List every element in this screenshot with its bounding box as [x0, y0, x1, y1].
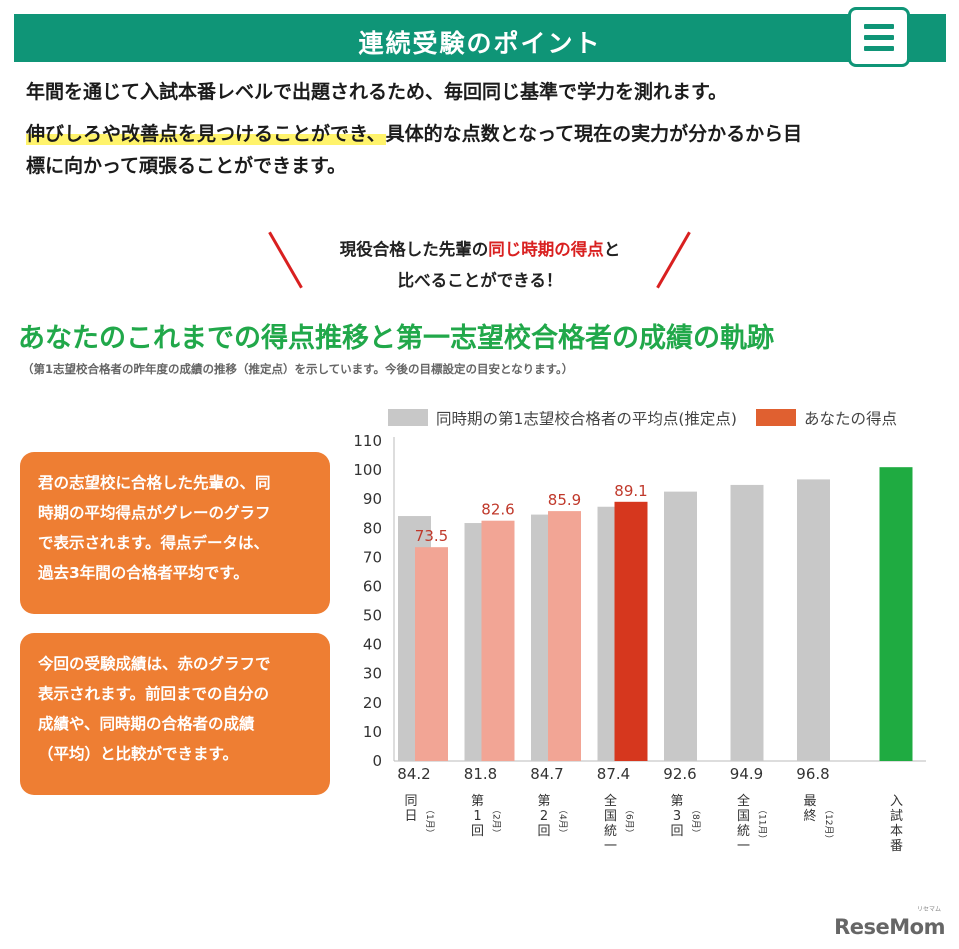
bar-your-score — [548, 511, 581, 761]
left-slash-decoration — [268, 231, 303, 289]
x-category-label: 最 — [803, 794, 816, 809]
bar-passers-average — [664, 491, 697, 761]
box-1-line: 時期の平均得点がグレーのグラフ — [38, 504, 271, 522]
intro-line-2: 伸びしろや改善点を見つけることができ、具体的な点数となって現在の実力が分かるから… — [26, 118, 802, 150]
x-category-label: 本 — [890, 824, 903, 839]
score-chart: 同時期の第1志望校合格者の平均点(推定点) あなたの得点 0 10 20 30 40 50 60… — [353, 409, 926, 854]
x-category-label: 全 — [737, 793, 750, 809]
bar-value-label-average: 87.4 — [597, 765, 630, 783]
y-tick-label: 100 — [353, 461, 382, 479]
bar-value-label-average: 96.8 — [796, 765, 829, 783]
x-category-label: 1 — [473, 809, 481, 824]
box-1-line: 過去3年間の合格者平均です。 — [38, 564, 249, 582]
x-category-label: 一 — [737, 839, 750, 854]
x-category-label: 一 — [604, 839, 617, 854]
x-category-label: 番 — [890, 839, 903, 854]
box-2-line: （平均）と比較ができます。 — [38, 745, 238, 763]
header-title: 連続受験のポイント — [358, 29, 602, 58]
bar-value-label-score: 85.9 — [548, 491, 581, 509]
x-category-label: 統 — [737, 824, 750, 839]
x-category-label: 回 — [471, 824, 484, 839]
box-2-line: 表示されます。前回までの自分の — [38, 685, 269, 703]
bar-value-label-score: 73.5 — [415, 527, 448, 545]
x-category-label: 2 — [540, 809, 548, 824]
x-category-label: 統 — [604, 824, 617, 839]
box-1-line: で表示されます。得点データは、 — [38, 534, 269, 552]
x-category-sublabel: （8月） — [690, 805, 701, 838]
x-category-label: 試 — [890, 808, 903, 824]
x-category-sublabel: （1月） — [424, 805, 435, 838]
bar-passers-average — [797, 479, 830, 761]
x-category-label: 第 — [537, 794, 550, 809]
bar-value-label-score: 89.1 — [614, 482, 647, 500]
bar-value-label-average: 81.8 — [464, 765, 497, 783]
explanation-box-gray-bars: 君の志望校に合格した先輩の、同 時期の平均得点がグレーのグラフ で表示されます。… — [20, 452, 330, 614]
y-tick-label: 30 — [363, 665, 382, 683]
x-category-sublabel: （2月） — [491, 805, 502, 838]
x-category-label: 国 — [604, 809, 617, 824]
menu-button[interactable] — [848, 7, 910, 67]
intro-highlight: 伸びしろや改善点を見つけることができ、 — [26, 123, 386, 145]
legend-label-gray: 同時期の第1志望校合格者の平均点(推定点) — [436, 410, 737, 428]
bar-value-label-score: 82.6 — [481, 501, 514, 519]
y-tick-label: 90 — [363, 490, 382, 508]
bar-value-label-average: 84.2 — [397, 765, 430, 783]
bar-entrance-exam — [879, 467, 913, 761]
y-tick-label: 20 — [363, 694, 382, 712]
bar-your-score — [614, 501, 648, 761]
intro-line-3: 標に向かって頑張ることができます。 — [26, 155, 347, 177]
x-category-label: 同 — [404, 794, 417, 809]
legend-swatch-red — [756, 409, 796, 426]
y-tick-label: 0 — [372, 752, 382, 770]
section-note: （第1志望校合格者の昨年度の成績の推移（推定点）を示しています。今後の目標設定の… — [22, 362, 574, 376]
x-category-sublabel: （6月） — [624, 805, 635, 838]
box-2-line: 今回の受験成績は、赤のグラフで — [38, 655, 271, 673]
logo-kana: リセマム — [916, 906, 941, 913]
y-tick-label: 10 — [363, 723, 382, 741]
x-category-label: 終 — [803, 808, 816, 824]
resemom-logo: ReseMom — [834, 915, 945, 939]
x-category-label: 国 — [737, 809, 750, 824]
right-slash-decoration — [656, 231, 691, 289]
section-title: あなたのこれまでの得点推移と第一志望校合格者の成績の軌跡 — [18, 323, 774, 354]
x-category-label: 日 — [404, 809, 417, 824]
callout-emphasis: 同じ時期の得点 — [488, 240, 604, 259]
box-1-line: 君の志望校に合格した先輩の、同 — [38, 474, 271, 492]
x-category-sublabel: （11月） — [757, 805, 768, 843]
x-category-label: 第 — [670, 794, 683, 809]
callout-line-2: 比べることができる！ — [397, 271, 563, 290]
y-tick-label: 110 — [353, 432, 382, 450]
x-category-sublabel: （12月） — [823, 805, 834, 843]
bar-your-score — [481, 520, 515, 761]
x-category-label: 回 — [537, 824, 550, 839]
header-banner: 連続受験のポイント — [14, 7, 946, 67]
y-tick-label: 80 — [363, 519, 382, 537]
x-category-label: 入 — [890, 794, 903, 809]
callout-text: 現役合格した先輩の同じ時期の得点と 比べることができる！ — [300, 234, 660, 296]
callout-line-1: 現役合格した先輩の同じ時期の得点と — [339, 240, 621, 259]
intro-line-2-rest: 具体的な点数となって現在の実力が分かるから目 — [385, 123, 803, 145]
legend-label-red: あなたの得点 — [804, 410, 897, 428]
explanation-box-red-bars: 今回の受験成績は、赤のグラフで 表示されます。前回までの自分の 成績や、同時期の… — [20, 633, 330, 795]
y-tick-label: 40 — [363, 636, 382, 654]
y-tick-label: 60 — [363, 577, 382, 595]
box-2-line: 成績や、同時期の合格者の成績 — [38, 715, 255, 733]
legend-swatch-gray — [388, 409, 428, 426]
x-category-label: 全 — [604, 793, 617, 809]
bar-your-score — [415, 547, 448, 761]
bar-passers-average — [730, 484, 764, 761]
bar-value-label-average: 92.6 — [663, 765, 696, 783]
x-category-sublabel: （4月） — [557, 805, 568, 838]
y-tick-label: 70 — [363, 548, 382, 566]
bar-value-label-average: 94.9 — [730, 765, 763, 783]
x-category-label: 回 — [670, 824, 683, 839]
bar-value-label-average: 84.7 — [530, 765, 563, 783]
x-category-label: 第 — [471, 794, 484, 809]
y-tick-label: 50 — [363, 607, 382, 625]
x-category-label: 3 — [673, 809, 681, 824]
intro-line-1: 年間を通じて入試本番レベルで出題されるため、毎回同じ基準で学力を測れます。 — [26, 81, 728, 103]
